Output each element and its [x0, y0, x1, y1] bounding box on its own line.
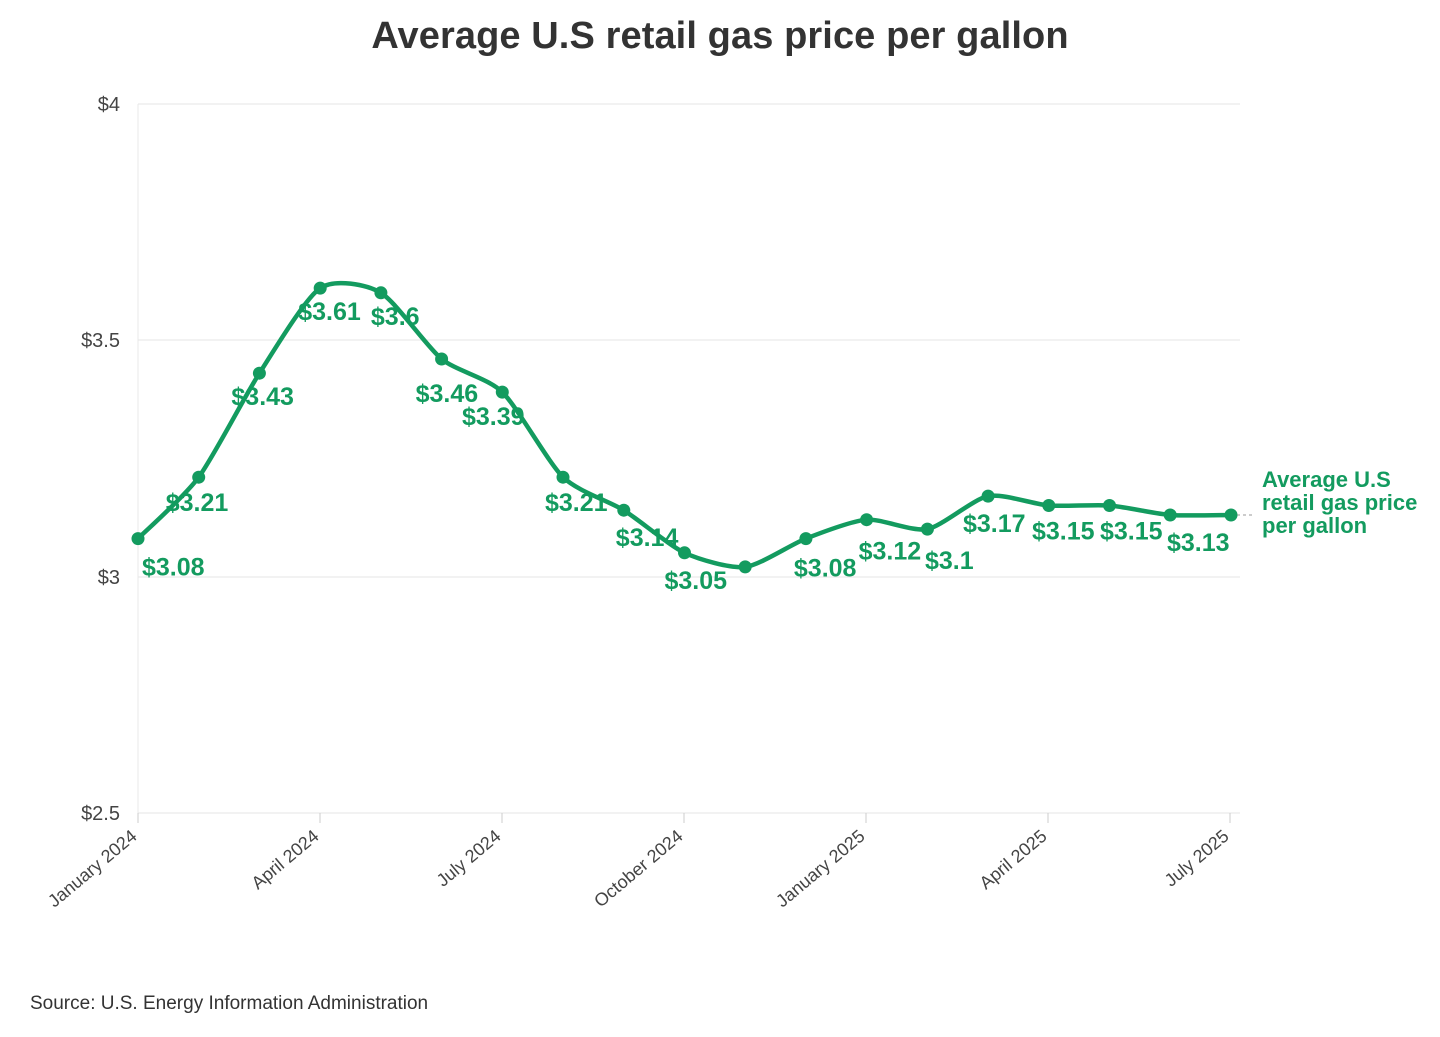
- svg-text:$3.17: $3.17: [963, 510, 1026, 538]
- svg-text:July 2025: July 2025: [1161, 826, 1233, 891]
- svg-text:$3.15: $3.15: [1100, 518, 1163, 546]
- svg-text:$3.39: $3.39: [462, 403, 525, 431]
- svg-text:$3.14: $3.14: [616, 524, 679, 552]
- svg-text:April 2024: April 2024: [248, 826, 323, 893]
- svg-text:$3.12: $3.12: [859, 538, 922, 566]
- svg-text:Average U.S retail gas p: Average U.S retail gas price per gallon: [1262, 467, 1423, 538]
- svg-text:$3.61: $3.61: [298, 298, 361, 326]
- svg-text:$3.6: $3.6: [371, 303, 420, 331]
- svg-text:$2.5: $2.5: [81, 803, 120, 825]
- svg-text:$3.08: $3.08: [142, 554, 205, 582]
- svg-text:$3.5: $3.5: [81, 330, 120, 352]
- svg-text:January 2025: January 2025: [772, 826, 868, 911]
- svg-text:$3.13: $3.13: [1167, 529, 1230, 557]
- svg-text:$3.15: $3.15: [1032, 518, 1095, 546]
- svg-text:October 2024: October 2024: [590, 826, 686, 911]
- svg-text:$3.43: $3.43: [231, 383, 294, 411]
- svg-text:$3.1: $3.1: [925, 547, 974, 575]
- svg-text:$3.05: $3.05: [665, 567, 728, 595]
- svg-text:July 2024: July 2024: [433, 826, 505, 891]
- svg-text:April 2025: April 2025: [976, 826, 1051, 893]
- svg-text:$3: $3: [98, 567, 120, 589]
- svg-text:$3.21: $3.21: [166, 489, 229, 517]
- svg-text:January 2024: January 2024: [44, 826, 140, 911]
- svg-text:$3.21: $3.21: [545, 489, 608, 517]
- svg-text:$4: $4: [98, 94, 120, 116]
- svg-text:$3.08: $3.08: [794, 555, 857, 583]
